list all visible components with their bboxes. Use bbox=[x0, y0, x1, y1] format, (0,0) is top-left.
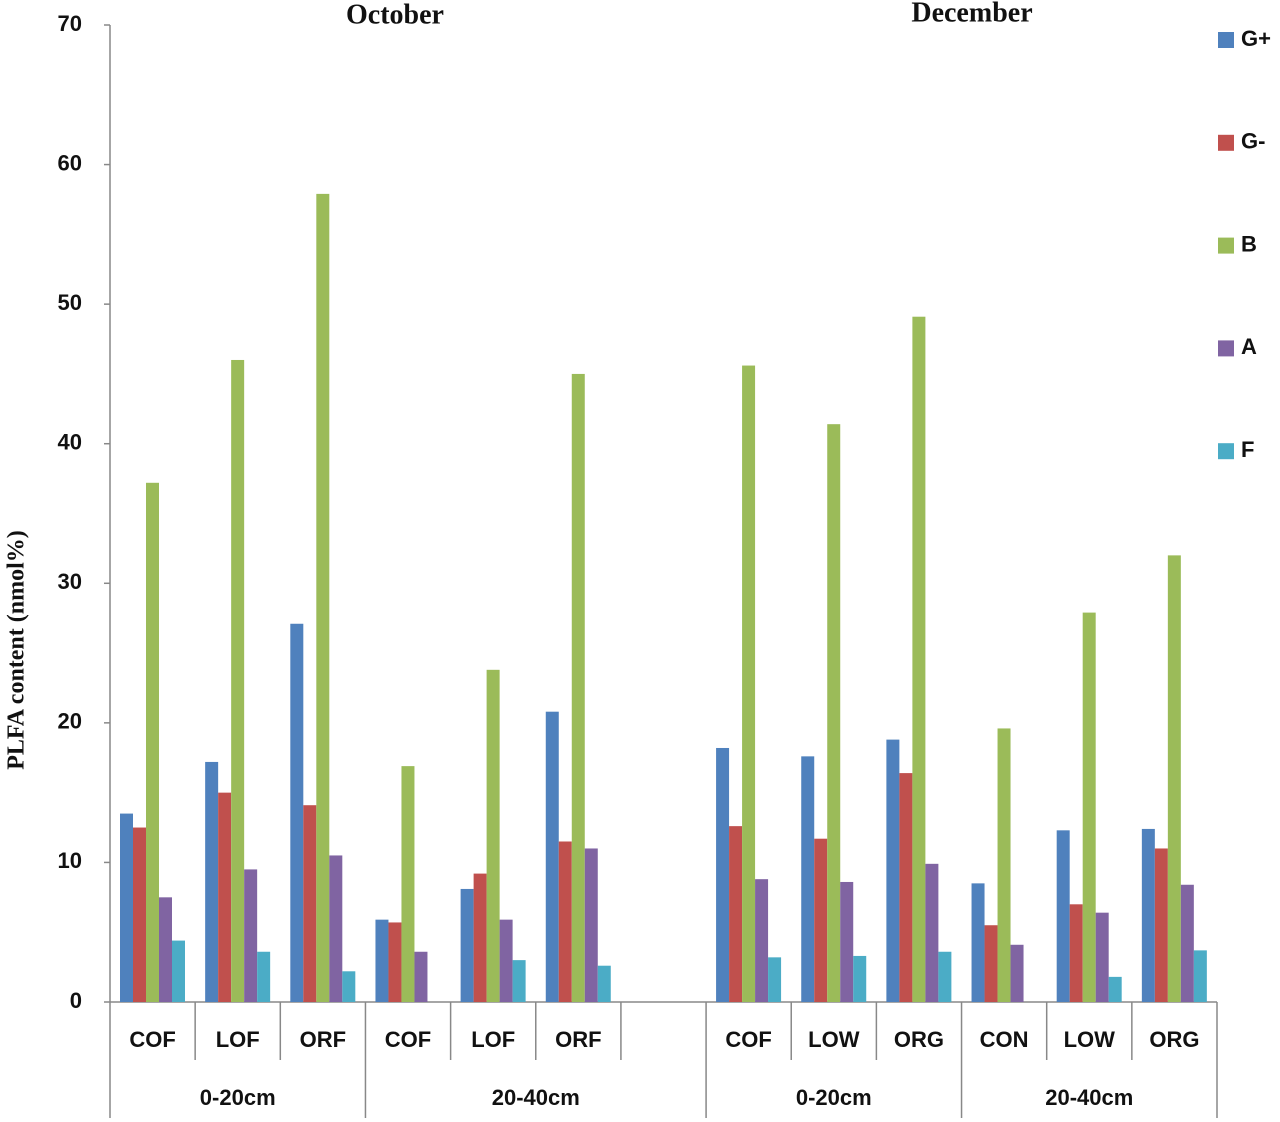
x-tick-label: COF bbox=[385, 1027, 431, 1052]
bar bbox=[1154, 848, 1168, 1002]
bar bbox=[984, 925, 998, 1002]
bar bbox=[290, 623, 304, 1002]
bar bbox=[827, 424, 841, 1002]
y-tick-label: 70 bbox=[58, 11, 82, 36]
bar bbox=[414, 951, 428, 1002]
annotation: December bbox=[911, 0, 1032, 28]
bar bbox=[1167, 555, 1181, 1002]
bar bbox=[1069, 904, 1083, 1002]
bar bbox=[244, 869, 258, 1002]
legend-swatch bbox=[1218, 237, 1234, 254]
y-tick-label: 40 bbox=[58, 430, 82, 455]
bar bbox=[853, 955, 867, 1002]
bar bbox=[925, 863, 939, 1002]
x-tick-label: ORG bbox=[894, 1027, 944, 1052]
legend-label: F bbox=[1241, 437, 1254, 462]
bar bbox=[499, 919, 513, 1002]
x-tick-label: COF bbox=[725, 1027, 771, 1052]
bar bbox=[512, 960, 526, 1002]
bar bbox=[1180, 884, 1194, 1002]
bar bbox=[1141, 828, 1155, 1002]
bar bbox=[886, 739, 900, 1002]
bar bbox=[316, 193, 330, 1003]
y-tick-label: 60 bbox=[58, 150, 82, 175]
bar bbox=[899, 773, 913, 1002]
x-tick-label: ORF bbox=[300, 1027, 346, 1052]
y-tick-label: 0 bbox=[70, 988, 82, 1013]
bar bbox=[768, 957, 782, 1002]
y-tick-label: 20 bbox=[58, 709, 82, 734]
bar bbox=[571, 373, 585, 1002]
x-tick-label: ORG bbox=[1149, 1027, 1199, 1052]
bar bbox=[971, 883, 985, 1002]
x-tick-label: ORF bbox=[555, 1027, 601, 1052]
bar bbox=[912, 316, 926, 1002]
legend-swatch bbox=[1218, 32, 1234, 48]
x-tick-label: LOF bbox=[471, 1027, 515, 1052]
x-tick-label: CON bbox=[980, 1027, 1029, 1052]
group-label: 20-40cm bbox=[1045, 1085, 1133, 1110]
bar bbox=[460, 888, 474, 1002]
annotation: October bbox=[346, 0, 444, 30]
x-tick-label: COF bbox=[129, 1027, 175, 1052]
bar bbox=[1095, 912, 1109, 1002]
x-tick-label: LOW bbox=[1064, 1027, 1116, 1052]
bar bbox=[473, 873, 487, 1002]
bar bbox=[1193, 950, 1207, 1002]
bar bbox=[1108, 976, 1122, 1002]
legend-label: G- bbox=[1241, 129, 1265, 154]
bar bbox=[218, 792, 232, 1002]
bar bbox=[388, 922, 402, 1002]
bar bbox=[840, 881, 854, 1002]
bar bbox=[375, 919, 389, 1002]
bar bbox=[755, 879, 769, 1002]
bar bbox=[814, 838, 828, 1002]
bar bbox=[1082, 612, 1096, 1002]
legend-label: G+ bbox=[1241, 26, 1271, 51]
legend-swatch bbox=[1218, 134, 1234, 151]
bar bbox=[716, 747, 730, 1002]
group-label: 0-20cm bbox=[200, 1085, 276, 1110]
bar bbox=[303, 805, 317, 1002]
bar bbox=[133, 827, 146, 1002]
bar bbox=[1056, 830, 1070, 1002]
bar bbox=[597, 965, 611, 1002]
y-tick-label: 10 bbox=[58, 848, 82, 873]
legend-label: A bbox=[1241, 334, 1257, 359]
bar bbox=[486, 669, 500, 1002]
bar bbox=[938, 951, 952, 1002]
group-label: 20-40cm bbox=[492, 1085, 580, 1110]
legend-swatch bbox=[1218, 443, 1234, 460]
bar bbox=[231, 359, 245, 1002]
y-tick-label: 50 bbox=[58, 290, 82, 315]
y-axis-label: PLFA content (nmol%) bbox=[4, 530, 30, 770]
legend-swatch bbox=[1218, 340, 1234, 357]
x-tick-label: LOF bbox=[216, 1027, 260, 1052]
group-label: 0-20cm bbox=[796, 1085, 872, 1110]
bar bbox=[997, 728, 1011, 1002]
bar bbox=[172, 940, 185, 1002]
bar bbox=[729, 826, 743, 1002]
bar bbox=[257, 951, 271, 1002]
bar bbox=[584, 848, 598, 1002]
bar bbox=[558, 841, 572, 1002]
bar bbox=[801, 756, 815, 1002]
x-tick-label: LOW bbox=[808, 1027, 860, 1052]
legend-label: B bbox=[1241, 231, 1257, 256]
bar bbox=[545, 711, 559, 1002]
bar bbox=[342, 971, 356, 1002]
bar bbox=[742, 365, 756, 1002]
bar bbox=[401, 766, 415, 1002]
bar bbox=[205, 761, 219, 1002]
bar bbox=[1010, 944, 1024, 1002]
y-tick-label: 30 bbox=[58, 569, 82, 594]
bar bbox=[159, 897, 172, 1002]
bar bbox=[329, 855, 343, 1002]
bar bbox=[146, 482, 159, 1002]
bar bbox=[120, 813, 133, 1002]
